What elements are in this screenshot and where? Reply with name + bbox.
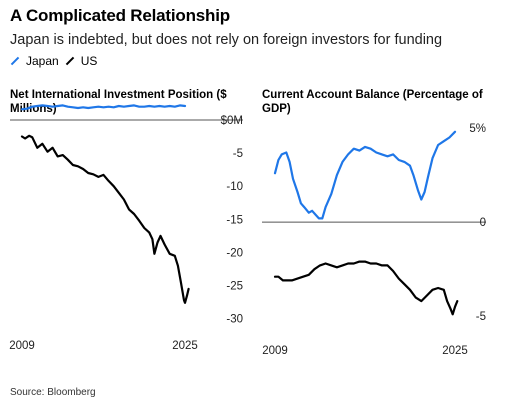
- left-ytick-label: -30: [226, 314, 243, 326]
- left-ytick-label: -25: [226, 281, 243, 293]
- right-panel-title: Current Account Balance (Percentage of G…: [262, 89, 483, 115]
- left-ytick-label: -15: [226, 214, 243, 226]
- left-series-line-japan: [20, 104, 187, 111]
- chart-subtitle: Japan is indebted, but does not rely on …: [10, 32, 443, 48]
- right-xtick-label: 2009: [262, 345, 288, 357]
- right-ytick-label: 5%: [469, 123, 486, 135]
- left-ytick-label: -10: [226, 181, 243, 193]
- right-ytick-label: -5: [476, 311, 486, 323]
- source-note: Source: Bloomberg: [10, 387, 96, 398]
- left-series-line-us: [20, 134, 190, 304]
- legend-item-us: US: [65, 54, 98, 68]
- right-xtick-label: 2025: [442, 345, 468, 357]
- legend: Japan US: [10, 54, 97, 68]
- right-ytick-label: 0: [480, 217, 486, 229]
- right-series-line-japan: [273, 130, 457, 220]
- right-series-line-us: [273, 260, 459, 316]
- legend-label-us: US: [80, 54, 98, 68]
- left-xtick-label: 2025: [172, 340, 198, 352]
- chart-title: A Complicated Relationship: [10, 6, 230, 25]
- left-ytick-label: $0M: [221, 115, 243, 127]
- legend-item-japan: Japan: [10, 54, 59, 68]
- left-xtick-label: 2009: [9, 340, 35, 352]
- left-ytick-label: -20: [226, 247, 243, 259]
- left-ytick-label: -5: [233, 148, 243, 160]
- legend-label-japan: Japan: [26, 54, 59, 68]
